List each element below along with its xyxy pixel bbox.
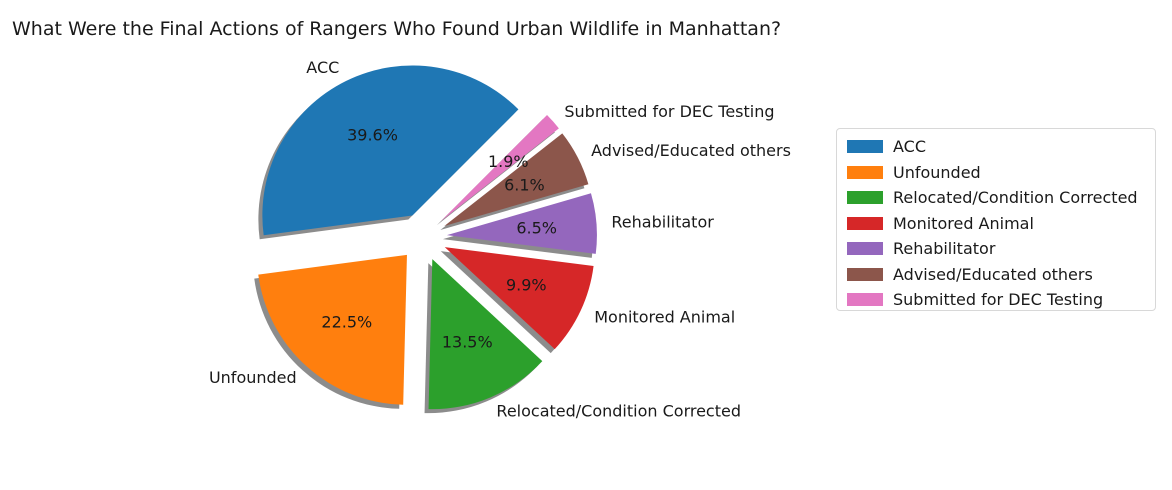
pct-label-monitored-animal: 9.9% [506, 276, 547, 295]
legend-swatch-submitted-for-dec-testing [847, 293, 883, 307]
pie-slice-monitored-animal [444, 247, 594, 350]
pie-slice-acc [262, 65, 519, 236]
pie-slice-relocated-condition-corrected [428, 259, 543, 410]
slice-label-advised-educated-others: Advised/Educated others [591, 141, 791, 160]
slice-label-rehabilitator: Rehabilitator [611, 213, 714, 232]
pie-slice-advised-educated-others [444, 133, 589, 227]
legend-item-monitored-animal: Monitored Animal [847, 211, 1155, 237]
pie-slice-rehabilitator [446, 193, 597, 254]
pie-slice-submitted-for-dec-testing [440, 115, 559, 222]
legend-label-monitored-animal: Monitored Animal [893, 213, 1034, 233]
pct-label-acc: 39.6% [347, 125, 398, 144]
legend-swatch-acc [847, 140, 883, 154]
chart-legend: ACC Unfounded Relocated/Condition Correcte… [836, 128, 1156, 311]
legend-item-rehabilitator: Rehabilitator [847, 236, 1155, 262]
legend-label-unfounded: Unfounded [893, 162, 981, 182]
legend-label-relocated-condition-corrected: Relocated/Condition Corrected [893, 188, 1138, 208]
chart-title: What Were the Final Actions of Rangers W… [12, 18, 782, 40]
slice-label-acc: ACC [306, 58, 339, 77]
legend-swatch-rehabilitator [847, 242, 883, 256]
slice-label-monitored-animal: Monitored Animal [594, 307, 735, 326]
slice-label-unfounded: Unfounded [209, 368, 297, 387]
legend-label-submitted-for-dec-testing: Submitted for DEC Testing [893, 290, 1104, 310]
legend-swatch-advised-educated-others [847, 267, 883, 281]
pct-label-rehabilitator: 6.5% [516, 219, 557, 238]
legend-swatch-monitored-animal [847, 216, 883, 230]
legend-swatch-relocated-condition-corrected [847, 191, 883, 205]
slice-label-relocated-condition-corrected: Relocated/Condition Corrected [496, 402, 741, 421]
legend-label-acc: ACC [893, 137, 927, 157]
legend-item-relocated-condition-corrected: Relocated/Condition Corrected [847, 185, 1155, 211]
pct-label-unfounded: 22.5% [321, 312, 372, 331]
legend-item-advised-educated-others: Advised/Educated others [847, 262, 1155, 288]
legend-swatch-unfounded [847, 165, 883, 179]
legend-item-unfounded: Unfounded [847, 160, 1155, 186]
pie-slice-unfounded [258, 254, 407, 405]
legend-item-acc: ACC [847, 134, 1155, 160]
legend-label-advised-educated-others: Advised/Educated others [893, 264, 1093, 284]
slice-label-submitted-for-dec-testing: Submitted for DEC Testing [564, 102, 774, 121]
pct-label-relocated-condition-corrected: 13.5% [442, 333, 493, 352]
legend-item-submitted-for-dec-testing: Submitted for DEC Testing [847, 287, 1155, 313]
pct-label-submitted-for-dec-testing: 1.9% [488, 152, 529, 171]
legend-label-rehabilitator: Rehabilitator [893, 239, 996, 259]
pct-label-advised-educated-others: 6.1% [504, 175, 545, 194]
